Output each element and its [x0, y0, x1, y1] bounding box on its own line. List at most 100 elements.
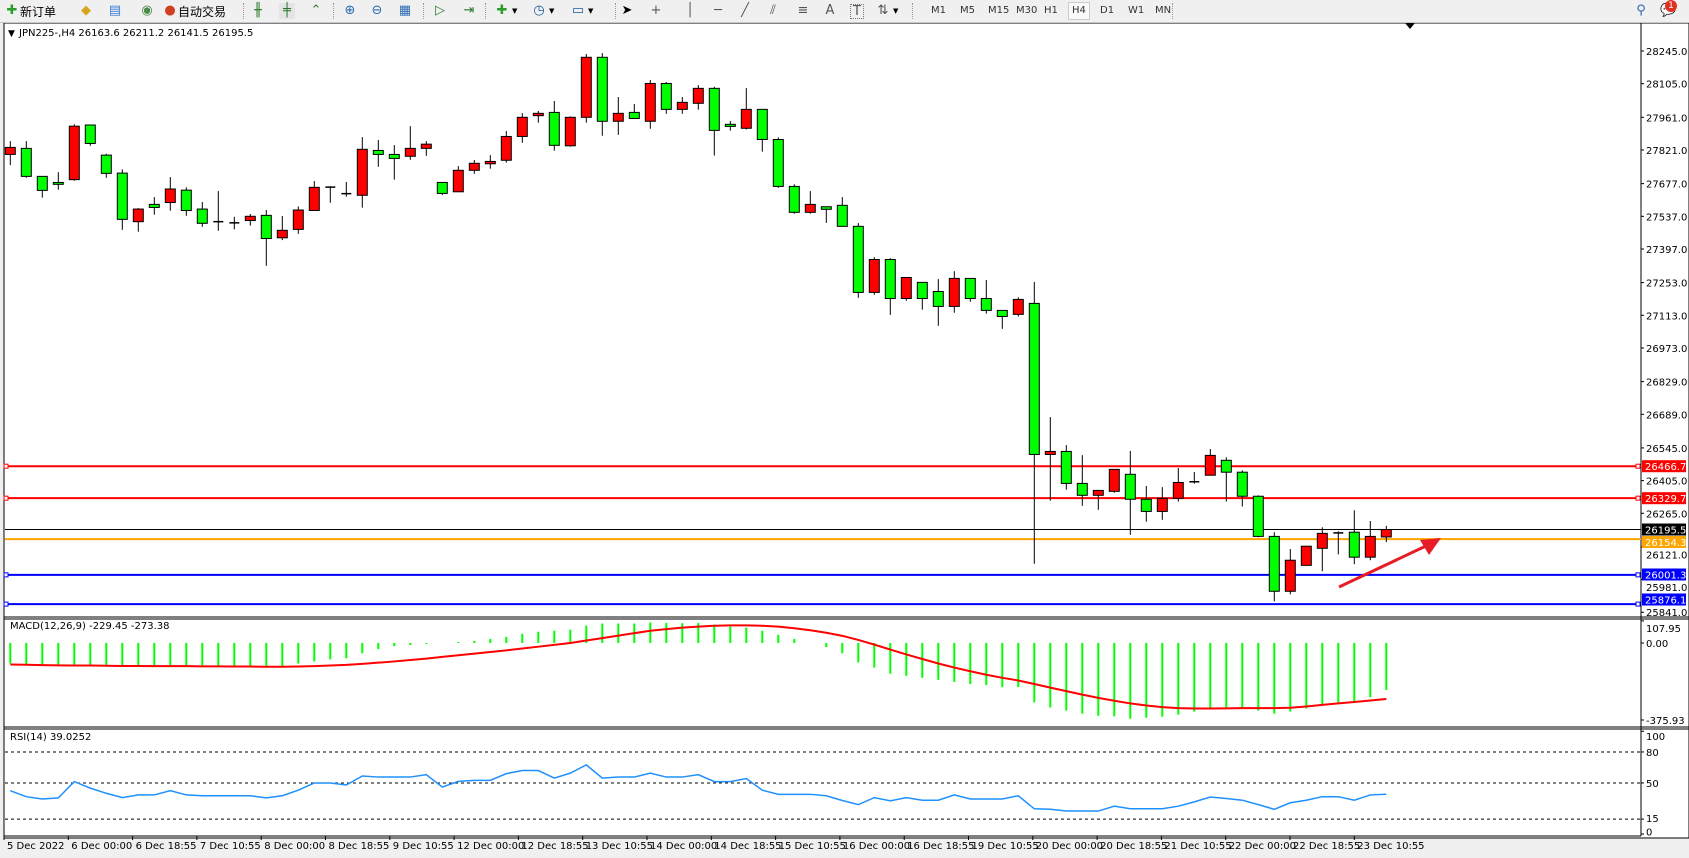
- crosshair-icon: +: [650, 3, 662, 18]
- price-axis-label: 26545.0: [1646, 444, 1687, 455]
- auto-trading-button[interactable]: ● 自动交易: [162, 2, 226, 20]
- candle: [1268, 532, 1280, 602]
- chart-expand-icon[interactable]: ▼: [8, 29, 15, 39]
- candle-body: [580, 56, 592, 118]
- price-axis-label: 27537.0: [1646, 212, 1687, 223]
- timeframe-h1[interactable]: H1: [1044, 5, 1058, 16]
- candle: [1124, 450, 1136, 535]
- candle-body: [1172, 481, 1184, 499]
- candle: [1092, 489, 1104, 510]
- fibonacci-button[interactable]: ≡: [795, 2, 811, 20]
- candle-body: [900, 276, 912, 299]
- time-axis-label: 20 Dec 00:00: [1036, 841, 1103, 852]
- price-tag-label: 26329.7: [1645, 494, 1686, 505]
- tile-windows-button[interactable]: ▦: [397, 2, 413, 20]
- time-axis-label: 14 Dec 18:55: [714, 841, 781, 852]
- timeframe-m5[interactable]: M5: [960, 5, 975, 16]
- timeframe-m15[interactable]: M15: [988, 5, 1010, 16]
- timeframe-w1[interactable]: W1: [1128, 5, 1145, 16]
- candle-body: [132, 208, 144, 223]
- vertical-line-button[interactable]: │: [682, 2, 698, 20]
- candle: [580, 54, 592, 123]
- candle-body: [1156, 497, 1168, 512]
- auto-scroll-button[interactable]: ▷: [432, 2, 448, 20]
- timeframe-mn[interactable]: MN: [1155, 5, 1172, 16]
- candle: [1076, 455, 1088, 506]
- candle: [500, 131, 512, 163]
- time-axis-label: 15 Dec 10:55: [779, 841, 846, 852]
- candle-body: [260, 214, 272, 239]
- bar-chart-button[interactable]: ╫: [250, 2, 266, 20]
- candle: [756, 108, 768, 152]
- chart-window[interactable]: 28245.0 28105.0 27961.0 27821.0 27677.0 27537…: [0, 23, 1689, 858]
- candle-body: [612, 112, 624, 122]
- templates-button[interactable]: ▭ ▼: [571, 3, 594, 18]
- trendline-button[interactable]: ╱: [737, 2, 753, 20]
- candle: [100, 153, 112, 178]
- candle-body: [804, 203, 816, 213]
- annotation-arrow-head: [1420, 538, 1441, 555]
- search-button[interactable]: ⚲: [1633, 2, 1649, 20]
- notifications-button[interactable]: 💬 1: [1660, 0, 1677, 20]
- signal-button[interactable]: ◉: [139, 2, 155, 20]
- templates-icon: ▭: [571, 3, 585, 18]
- timeframe-h4[interactable]: H4: [1068, 2, 1090, 20]
- indicators-button[interactable]: ✚ ▼: [494, 2, 518, 20]
- candle-body: [292, 209, 304, 230]
- horizontal-line-button[interactable]: ─: [710, 2, 726, 20]
- timeframe-m30[interactable]: M30: [1016, 5, 1038, 16]
- text-label-icon: T: [850, 3, 864, 19]
- chart-shift-marker[interactable]: [1405, 23, 1415, 29]
- candle-body: [1092, 489, 1104, 496]
- candle: [20, 141, 32, 178]
- candle-body: [436, 181, 448, 194]
- candle-body: [1012, 298, 1024, 315]
- timeframe-d1[interactable]: D1: [1100, 5, 1115, 16]
- candle: [1220, 457, 1232, 502]
- gold-button[interactable]: ◆: [78, 2, 94, 20]
- arrows-icon: ⇅: [877, 3, 889, 18]
- cursor-button[interactable]: ➤: [619, 2, 635, 20]
- candle: [548, 100, 560, 151]
- candlestick-button[interactable]: ╪: [279, 2, 295, 20]
- line-chart-button[interactable]: ⌃: [308, 2, 324, 20]
- price-tag: [1642, 568, 1686, 581]
- candle-body: [52, 181, 64, 185]
- text-label-button[interactable]: T: [850, 2, 864, 20]
- zoom-in-button[interactable]: ⊕: [342, 2, 358, 20]
- time-axis-label: 12 Dec 00:00: [457, 841, 524, 852]
- chart-shift-button[interactable]: ⇥: [461, 2, 477, 20]
- level-handle-right: [1635, 495, 1641, 501]
- candle-body: [404, 147, 416, 157]
- time-axis-label: 6 Dec 00:00: [71, 841, 132, 852]
- candle-body: [516, 116, 528, 137]
- time-axis-label: 16 Dec 00:00: [843, 841, 910, 852]
- candle-body: [484, 160, 496, 165]
- candle: [132, 208, 144, 232]
- new-order-icon: ✚: [6, 3, 18, 18]
- candle: [1300, 545, 1312, 566]
- candle-body: [788, 185, 800, 213]
- crosshair-button[interactable]: +: [648, 2, 664, 20]
- candle: [916, 281, 928, 310]
- candle-body: [644, 82, 656, 122]
- price-axis-label: 28245.0: [1646, 47, 1687, 58]
- macd-axis-label: 107.95: [1646, 624, 1681, 635]
- tile-windows-icon: ▦: [398, 3, 412, 18]
- price-axis-label: 27253.0: [1646, 279, 1687, 290]
- candlestick-icon: ╪: [279, 3, 295, 19]
- candle: [484, 155, 496, 169]
- text-tool-button[interactable]: A: [822, 2, 838, 20]
- candle: [388, 145, 400, 180]
- price-axis-label: 27961.0: [1646, 113, 1687, 124]
- zoom-out-button[interactable]: ⊖: [369, 2, 385, 20]
- data-window-button[interactable]: ▤: [107, 2, 123, 20]
- equidistant-channel-button[interactable]: ⫽: [765, 2, 781, 20]
- level-handle-right: [1635, 463, 1641, 469]
- timeframe-m1[interactable]: M1: [931, 5, 946, 16]
- candle: [1204, 449, 1216, 476]
- candle-body: [420, 143, 432, 149]
- periods-button[interactable]: ◷ ▼: [531, 2, 554, 20]
- arrows-button[interactable]: ⇅ ▼: [875, 2, 899, 20]
- new-order-button[interactable]: ✚ 新订单: [4, 2, 56, 20]
